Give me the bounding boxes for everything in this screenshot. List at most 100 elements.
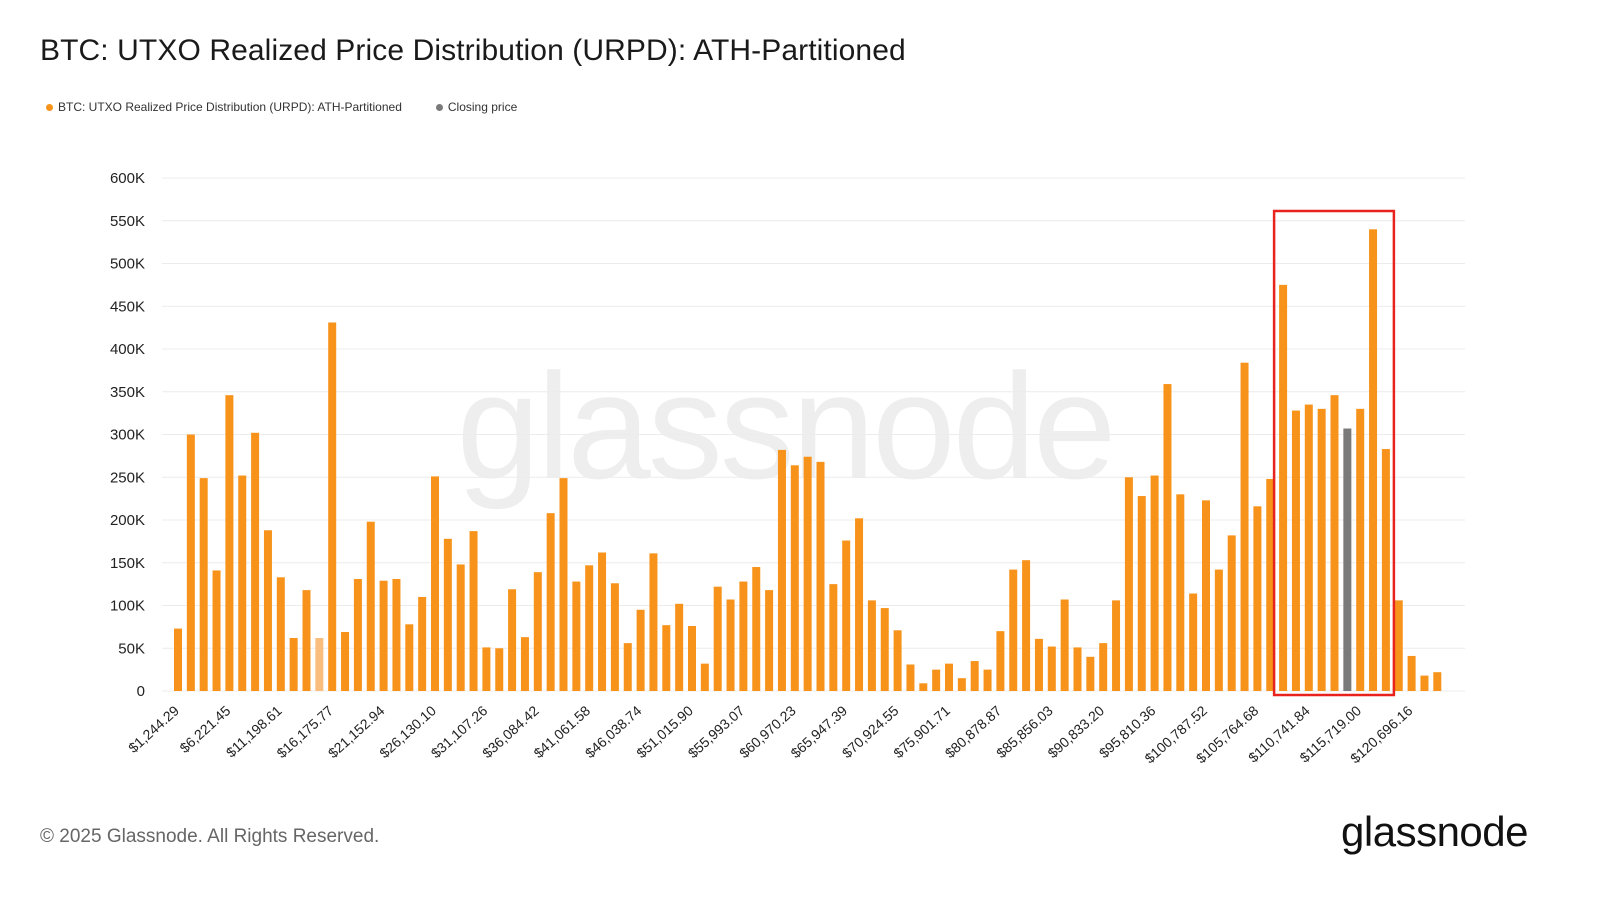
bar[interactable] [867, 600, 876, 691]
bar[interactable] [945, 663, 953, 691]
bar[interactable] [443, 538, 452, 691]
bar[interactable] [186, 434, 195, 692]
bar[interactable] [1420, 675, 1429, 691]
bar[interactable] [803, 456, 812, 691]
bar[interactable] [456, 564, 465, 691]
bar[interactable] [790, 465, 799, 691]
bar[interactable] [610, 583, 619, 691]
bar[interactable] [675, 603, 684, 691]
bar[interactable] [289, 637, 298, 691]
bar[interactable] [816, 461, 825, 691]
bar[interactable] [906, 664, 915, 691]
bar[interactable] [405, 624, 414, 691]
bar[interactable] [431, 476, 439, 691]
bar[interactable] [572, 581, 581, 691]
bar[interactable] [1060, 599, 1069, 691]
bar[interactable] [585, 565, 594, 691]
bar[interactable] [919, 683, 928, 691]
bar[interactable] [1176, 494, 1185, 691]
bar[interactable] [328, 322, 337, 691]
bar[interactable] [1227, 535, 1236, 691]
bar[interactable] [392, 578, 401, 691]
bar[interactable] [1137, 496, 1146, 691]
legend-item-urpd[interactable]: BTC: UTXO Realized Price Distribution (U… [46, 100, 402, 114]
bar[interactable] [1214, 569, 1223, 691]
bar[interactable] [623, 643, 632, 691]
bar[interactable] [893, 630, 902, 691]
bar[interactable] [212, 570, 221, 691]
bar[interactable] [1022, 560, 1031, 691]
bar[interactable] [598, 552, 607, 691]
closing-price-bar[interactable] [1343, 428, 1352, 691]
bar[interactable] [752, 567, 761, 691]
bar[interactable] [379, 580, 388, 691]
bar[interactable] [855, 518, 864, 691]
bar[interactable] [996, 631, 1005, 691]
bar[interactable] [533, 572, 542, 691]
bar[interactable] [263, 530, 272, 691]
bar[interactable] [649, 553, 658, 691]
bar[interactable] [238, 475, 247, 691]
bar[interactable] [559, 478, 568, 691]
bar[interactable] [1086, 656, 1095, 691]
bar[interactable] [932, 669, 941, 691]
bar[interactable] [726, 599, 735, 691]
bar[interactable] [520, 637, 529, 691]
bar[interactable] [1433, 672, 1442, 691]
bar[interactable] [765, 590, 774, 691]
bar[interactable] [353, 578, 362, 691]
bar[interactable] [302, 590, 311, 691]
bar[interactable] [225, 395, 234, 691]
bar[interactable] [1369, 229, 1378, 692]
bar[interactable] [1317, 408, 1326, 691]
bar[interactable] [546, 513, 555, 691]
bar[interactable] [469, 531, 478, 691]
bar[interactable] [1394, 600, 1403, 691]
bar[interactable] [341, 632, 350, 691]
bar[interactable] [199, 478, 208, 691]
bar[interactable] [636, 609, 645, 691]
bar[interactable] [1407, 655, 1416, 691]
bar[interactable] [418, 596, 427, 691]
bar[interactable] [1253, 506, 1262, 691]
bar[interactable] [957, 678, 966, 691]
bar[interactable] [1124, 477, 1133, 691]
bar[interactable] [276, 577, 285, 691]
bar[interactable] [1330, 395, 1339, 691]
bar[interactable] [508, 589, 517, 691]
bar[interactable] [174, 628, 182, 691]
bar[interactable] [1266, 478, 1275, 691]
bar[interactable] [1356, 408, 1365, 691]
bar[interactable] [1047, 646, 1056, 691]
bar[interactable] [1163, 384, 1172, 691]
bar[interactable] [495, 648, 504, 691]
bar[interactable] [1240, 362, 1249, 691]
bar[interactable] [1279, 284, 1288, 691]
bar[interactable] [739, 581, 748, 691]
bar[interactable] [1112, 600, 1121, 691]
bar[interactable] [1034, 638, 1043, 691]
bar[interactable] [983, 669, 992, 691]
bar[interactable] [1099, 643, 1108, 691]
bar[interactable] [880, 608, 889, 691]
bar[interactable] [662, 625, 671, 691]
bar[interactable] [315, 637, 324, 691]
bar[interactable] [1202, 500, 1210, 691]
bar[interactable] [1150, 475, 1159, 691]
bar[interactable] [777, 449, 786, 691]
bar[interactable] [1304, 404, 1313, 691]
bar[interactable] [842, 540, 851, 691]
legend-item-closing-price[interactable]: Closing price [435, 100, 517, 114]
bar[interactable] [1381, 449, 1390, 691]
bar[interactable] [688, 626, 696, 691]
bar[interactable] [251, 432, 260, 691]
bar[interactable] [1009, 569, 1018, 691]
bar[interactable] [829, 584, 838, 691]
bar[interactable] [970, 661, 979, 691]
bar[interactable] [1189, 593, 1198, 691]
bar[interactable] [713, 586, 722, 691]
bar[interactable] [1073, 647, 1082, 691]
bar[interactable] [366, 521, 375, 691]
bar[interactable] [1291, 410, 1300, 691]
bar[interactable] [700, 663, 709, 691]
